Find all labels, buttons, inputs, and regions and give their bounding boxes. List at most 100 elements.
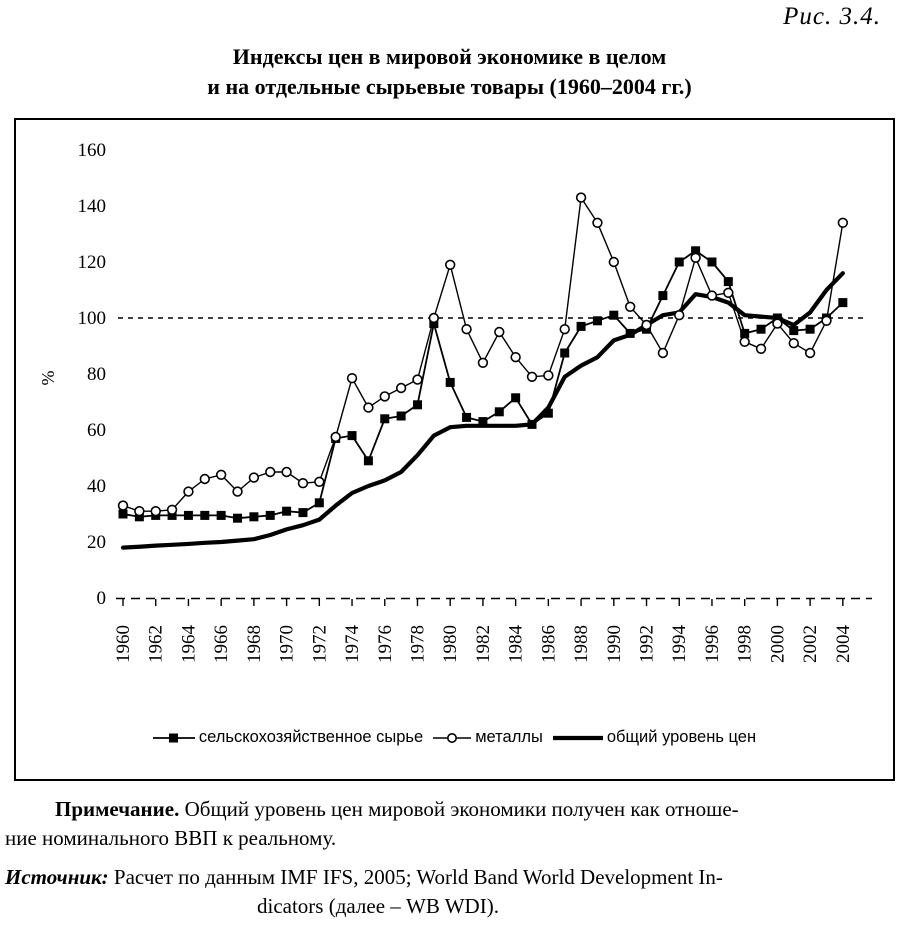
metals-circle-marker [543,370,554,381]
agri-square-marker [314,498,324,508]
metals-circle-marker [624,301,636,313]
metals-circle-marker [346,373,358,384]
agri-square-marker [560,348,570,358]
legend-item-price-level: общий уровень цен [552,728,757,747]
metals-circle-marker [265,466,276,478]
agri-square-marker [511,393,521,403]
y-tick-label: 0 [97,588,107,609]
metals-circle-marker [134,506,145,517]
metals-circle-marker [804,347,816,359]
agri-square-marker [658,291,668,301]
source-label: Источник: [5,865,109,889]
y-tick-label: 160 [78,140,107,161]
agri-square-marker [592,316,602,326]
agri-square-marker [805,324,815,334]
y-axis-title: % [38,371,58,386]
metals-circle-marker [510,352,521,363]
metals-circle-marker [592,217,603,229]
metals-circle-marker [199,473,211,485]
x-tick-label: 1974 [342,625,363,664]
x-tick-label: 1964 [178,625,199,664]
metals-circle-marker [706,290,718,301]
metals-circle-marker [248,472,260,483]
chart-plot: 0 20 40 60 80 100 120 140 160% 1960 1962 1964 1966 19… [38,140,872,664]
open-circle-line-icon [433,732,472,743]
agri-square-marker [674,257,684,267]
y-tick-label: 80 [87,364,106,385]
agri-square-marker [609,310,619,320]
metals-circle-marker [183,486,194,497]
metals-circle-marker [575,192,587,203]
agri-square-marker [494,407,504,417]
x-tick-label: 1994 [669,625,690,664]
metals-circle-marker [788,338,799,349]
metals-circle-marker [330,431,341,443]
metals-circle-marker [461,324,472,335]
agri-square-marker [412,400,422,410]
x-tick-label: 1968 [244,625,265,663]
x-tick-label: 1984 [506,625,527,664]
agri-square-marker [723,277,733,287]
legend-item-metals: металлы [433,728,543,747]
metals-circle-marker [526,371,538,382]
figure-label: Рис. 3.4. [783,3,881,30]
agri-square-marker [756,324,766,334]
y-tick-label: 100 [78,308,107,329]
metals-circle-marker [412,374,423,385]
chart-title-line2: и на отдельные сырьевые товары (1960–200… [207,74,692,99]
agri-square-marker [200,510,210,520]
y-tick-label: 20 [87,532,106,553]
x-tick-label: 1998 [735,625,756,663]
legend-item-agri: сельскохозяйственное сырье [152,728,423,747]
metals-circle-marker [772,318,783,329]
chart-frame: 0 20 40 60 80 100 120 140 160% 1960 1962 1964 1966 19… [14,118,895,781]
agri-square-marker [478,417,488,427]
metals-circle-marker [657,347,669,359]
metals-circle-marker [395,382,407,394]
x-tick-label: 1976 [375,625,396,663]
x-tick-label: 2000 [767,625,788,663]
agri-square-marker [462,412,472,422]
agri-square-marker [282,506,292,516]
metals-circle-marker [150,506,161,517]
metals-circle-marker [117,500,129,511]
x-tick-label: 1990 [604,625,625,663]
metals-circle-marker [674,310,685,321]
metals-circle-marker [641,319,652,331]
agri-square-marker [216,510,226,520]
x-tick-label: 1970 [277,625,298,663]
agri-square-marker [233,513,243,523]
chart-legend: сельскохозяйственное сырье металлы общий… [16,728,893,747]
metals-circle-marker [297,478,309,489]
metals-circle-marker [559,324,570,335]
metals-circle-marker [232,486,243,497]
series-agri-line [122,249,844,520]
chart-title-line1: Индексы цен в мировой экономике в целом [232,44,667,69]
metals-circle-marker [821,315,832,327]
y-tick-label: 140 [78,196,107,217]
legend-label-metals: металлы [475,728,543,746]
metals-circle-marker [739,336,750,348]
agri-square-marker [576,321,586,331]
y-tick-label: 40 [87,476,106,497]
thick-line-icon [552,735,603,740]
agri-square-marker [347,431,357,441]
agri-square-marker [625,328,635,338]
metals-circle-marker [281,466,292,478]
source-paragraph: Источник: Расчет по данным IMF IFS, 2005… [5,863,894,921]
metals-circle-marker [428,312,440,324]
source-line2: dicators (далее – WB WDI). [257,894,499,918]
x-tick-label: 1996 [702,625,723,663]
metals-circle-marker [723,287,734,299]
agri-square-marker [691,246,701,256]
x-tick-label: 1980 [440,625,461,663]
x-tick-label: 1978 [407,625,428,663]
note-paragraph: Примечание. Общий уровень цен мировой эк… [5,795,894,853]
agri-square-marker [429,319,439,329]
x-tick-label: 1982 [473,625,494,663]
legend-label-price-level: общий уровень цен [606,728,757,746]
filled-square-line-icon [152,733,195,742]
agri-square-marker [265,510,275,520]
metals-circle-marker [477,357,489,369]
note-line2: ние номинального ВВП к реальному. [5,826,337,850]
